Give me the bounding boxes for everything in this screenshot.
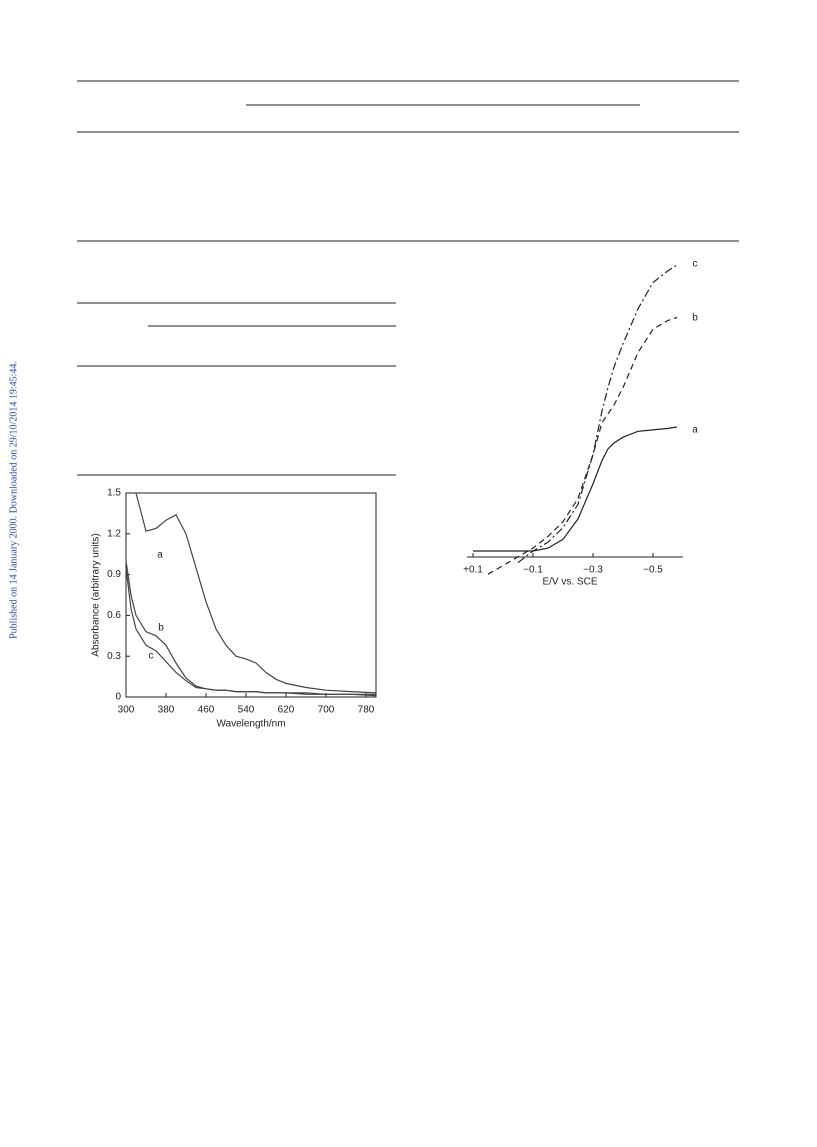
x-tick-label: 300 [118, 705, 135, 716]
series-line [487, 316, 678, 575]
plot-frame [125, 492, 377, 698]
x-tick-label: 460 [198, 705, 215, 716]
x-tick-label: +0.1 [463, 565, 483, 576]
x-tick-label: −0.5 [643, 565, 663, 576]
x-tick-label: 700 [318, 705, 335, 716]
y-tick-label: 0.9 [107, 569, 121, 580]
y-tick-label: 1.5 [107, 488, 121, 499]
series-label: b [158, 623, 164, 634]
series-line [517, 264, 678, 564]
y-axis-label: Absorbance (arbitrary units) [91, 533, 102, 656]
series-line [473, 426, 678, 552]
x-tick-label: 540 [238, 705, 255, 716]
series-line [125, 567, 376, 695]
series-label: a [157, 550, 163, 561]
x-tick-label: −0.3 [583, 565, 603, 576]
y-tick-label: 0.6 [107, 610, 121, 621]
series-label: b [692, 313, 698, 324]
x-tick-label: −0.1 [523, 565, 543, 576]
side-note: Published on 14 January 2000. Downloaded… [8, 361, 19, 639]
x-tick-label: 620 [278, 705, 295, 716]
y-tick-label: 0.3 [107, 651, 121, 662]
y-tick-label: 1.2 [107, 528, 121, 539]
series-label: c [693, 259, 698, 270]
series-label: c [149, 651, 154, 662]
x-tick-label: 380 [158, 705, 175, 716]
y-tick-label: 0 [115, 692, 121, 703]
table-rules [77, 80, 739, 476]
x-tick-label: 780 [358, 705, 375, 716]
x-axis-label: E/V vs. SCE [542, 577, 597, 588]
series-line [135, 492, 377, 694]
series-label: a [692, 425, 698, 436]
x-axis-label: Wavelength/nm [216, 719, 285, 730]
